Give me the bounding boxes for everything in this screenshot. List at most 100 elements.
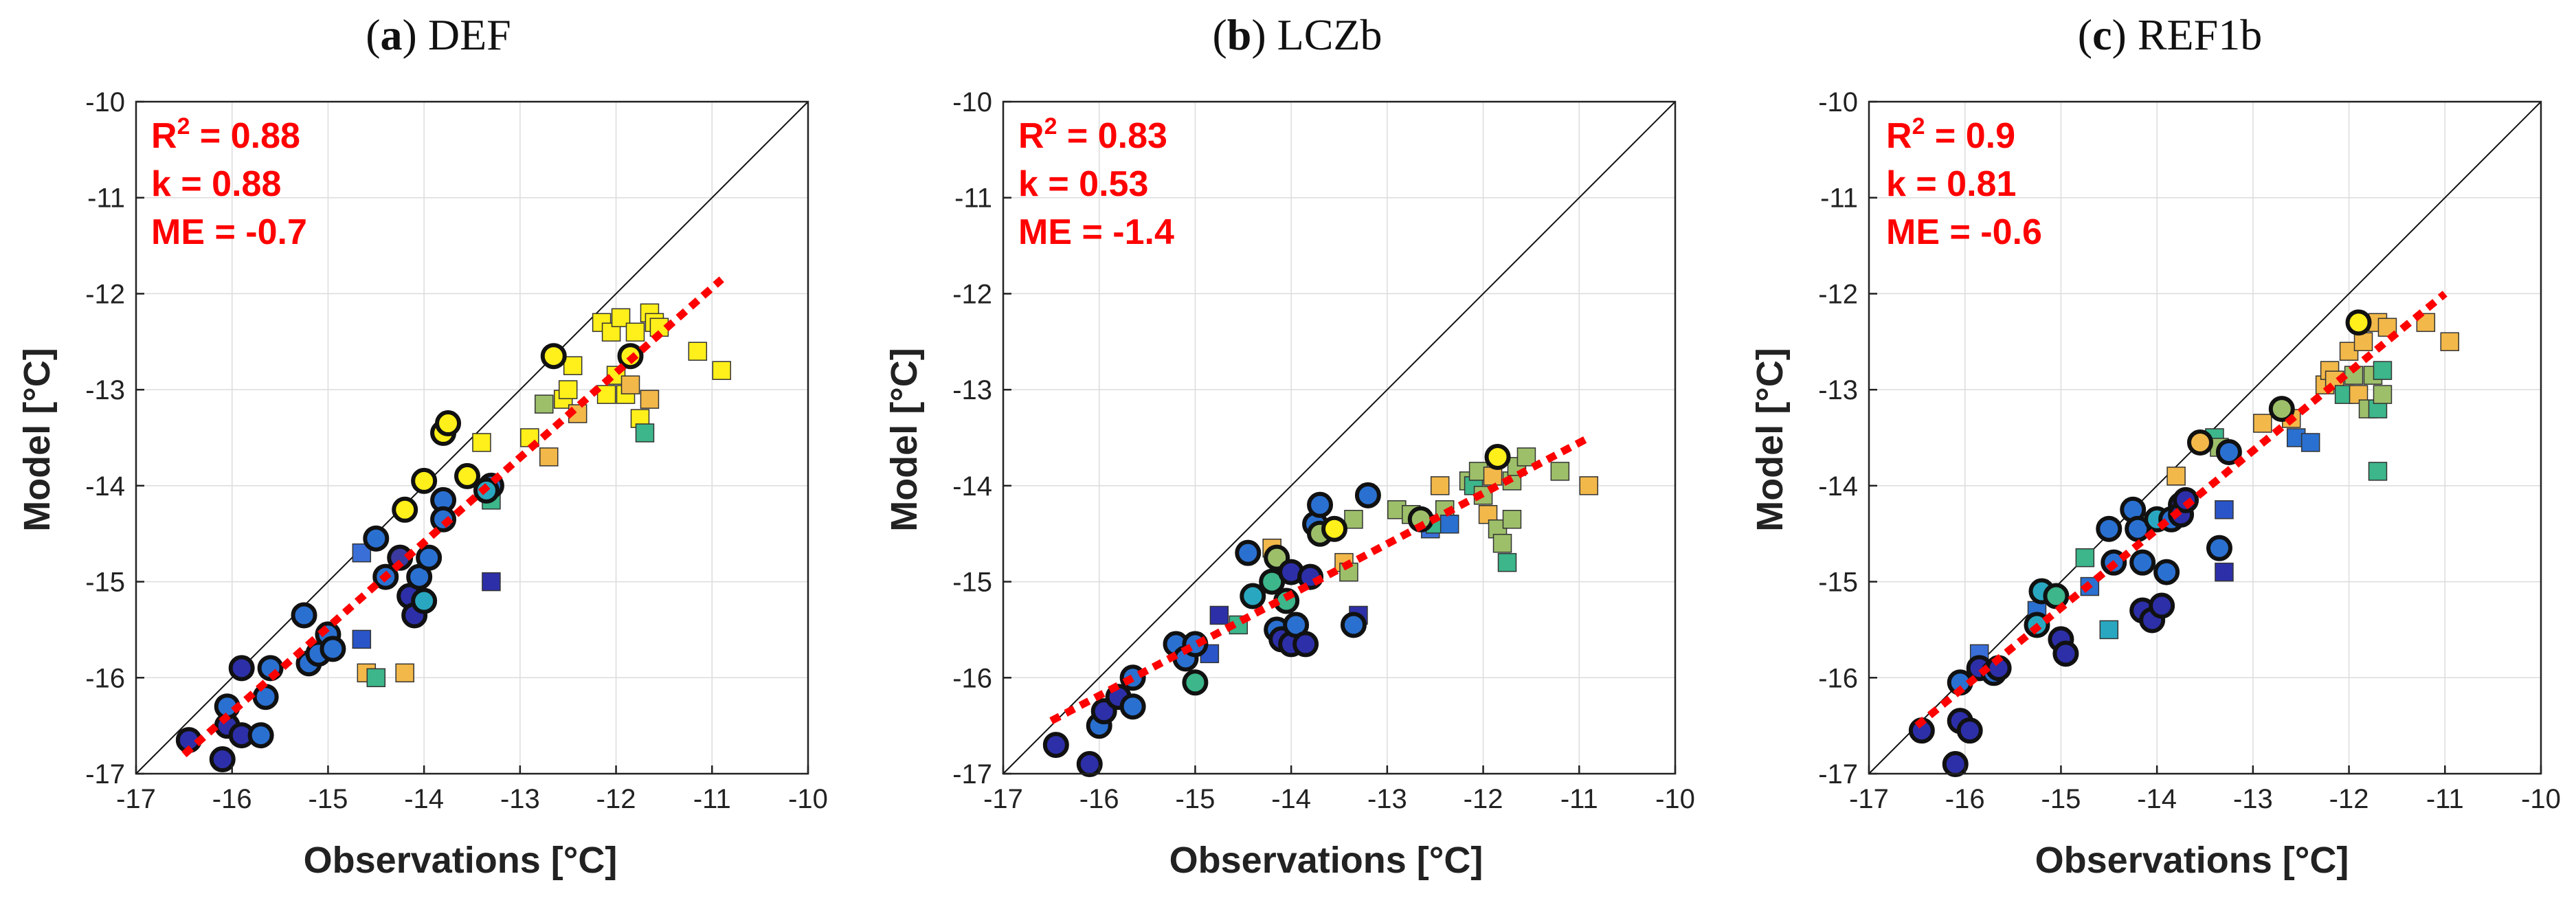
panel-a-xtick-label: -17	[116, 784, 156, 814]
panel-a-ytick-label: -14	[85, 471, 125, 502]
panel-b-square-marker	[1497, 552, 1517, 572]
panel-b-ylabel: Model [°C]	[884, 348, 925, 532]
panel-c-square-marker	[2215, 500, 2234, 519]
panel-a-square-marker	[640, 390, 660, 409]
panel-b-xtick-label: -10	[1655, 784, 1695, 814]
panel-c-square-marker	[2166, 467, 2186, 486]
panel-a-xtick-label: -10	[788, 784, 828, 814]
panel-b-xtick-label: -15	[1176, 784, 1216, 814]
panel-a-square-marker	[395, 663, 414, 683]
panel-c-ylabel: Model [°C]	[1749, 348, 1791, 532]
panel-b-ytick-label: -14	[952, 471, 992, 502]
panel-b-square-marker	[1579, 476, 1599, 495]
panel-b-title: (b) LCZb	[1212, 10, 1382, 59]
panel-a-ylabel: Model [°C]	[16, 348, 58, 532]
panel-a-xtick-label: -12	[596, 784, 636, 814]
panel-c-square-marker	[2416, 313, 2436, 333]
panel-c-grid	[1869, 102, 2541, 774]
panel-b-circle-marker	[1321, 515, 1348, 542]
panel-c-circle-marker	[2052, 640, 2079, 667]
panel-b-square-marker	[1344, 510, 1363, 529]
panel-c-square-marker	[2440, 332, 2460, 352]
panel-a-xtick-label: -16	[212, 784, 252, 814]
panel-c-circle-marker	[1942, 751, 1969, 778]
panel-c-square-marker	[2253, 414, 2272, 433]
panel-a-circle-marker	[209, 746, 236, 773]
panel-b-circle-marker	[1292, 631, 1319, 658]
panel-c-points	[1908, 309, 2460, 778]
panel-c-circle-marker	[2129, 549, 2156, 576]
panel-a-circle-marker	[252, 684, 279, 710]
panel-b-xtick-label: -11	[1560, 784, 1598, 814]
panel-c-me: ME = -0.6	[1886, 212, 2042, 252]
panel-a-square-marker	[472, 433, 491, 452]
panel-b-square-marker	[1516, 447, 1536, 467]
panel-c-xtick-label: -10	[2521, 784, 2561, 814]
panel-c-ytick-label: -15	[1818, 568, 1858, 598]
panel-a-circle-marker	[247, 722, 274, 749]
panel-a-circle-marker	[416, 544, 443, 571]
panel-b-square-marker	[1502, 510, 1522, 529]
panel-b-square-marker	[1209, 605, 1229, 625]
panel-a-square-marker	[558, 380, 578, 399]
panel-a-circle-marker	[411, 587, 438, 614]
panel-c-circle-marker	[1956, 717, 1983, 744]
panel-a-ytick-label: -13	[85, 375, 125, 405]
panel-b-circle-marker	[1182, 669, 1209, 696]
panel-c-k: k = 0.81	[1886, 164, 2016, 204]
panel-a-xtick-label: -13	[500, 784, 540, 814]
panel-c-circle-marker	[2096, 515, 2123, 542]
panel-b-ytick-label: -10	[952, 87, 992, 117]
panel-a-square-marker	[539, 447, 559, 467]
panel-c-ytick-label: -12	[1818, 279, 1858, 309]
panel-c-square-marker	[2075, 548, 2095, 568]
panel-a-square-marker	[563, 356, 583, 375]
panel-b-ytick-label: -11	[954, 183, 992, 214]
panel-b-k: k = 0.53	[1018, 164, 1148, 204]
panel-b-ytick-label: -13	[952, 375, 992, 405]
panel-c-ytick-label: -11	[1820, 183, 1858, 214]
panel-a-ytick-label: -10	[85, 87, 125, 117]
panel-c-fit-line	[1914, 291, 2448, 729]
panel-b-square-marker	[1492, 533, 1512, 553]
panel-a-title: (a) DEF	[366, 10, 511, 59]
panel-c-plot-frame	[1868, 100, 2542, 775]
panel-b-ticks: -17 -16 -15 -14 -13 -12 -11 -10 -17 -16 -15 -14 -13 -…	[952, 87, 1695, 814]
panel-b-me: ME = -1.4	[1018, 212, 1174, 252]
panel-b-circle-marker	[1340, 612, 1367, 638]
panel-c-circle-marker	[2187, 429, 2214, 456]
panel-a-fit-line	[181, 276, 724, 758]
panel-b-xtick-label: -12	[1464, 784, 1503, 814]
panel-c-xlabel: Observations [°C]	[2035, 840, 2349, 881]
panel-a-xlabel: Observations [°C]	[304, 840, 618, 881]
panel-b-square-marker	[1550, 462, 1570, 481]
panel-c-square-marker	[2368, 462, 2388, 481]
panel-c-circle-marker	[2215, 438, 2242, 465]
panel-b: (b) LCZb -17 -16 -15 -14 -13 -12 -11 -10-17-16-…	[884, 10, 1695, 881]
panel-b-circle-marker	[1042, 732, 1069, 759]
panel-c-title: (c) REF1b	[2078, 10, 2262, 59]
panel-c-square-marker	[2099, 620, 2119, 640]
panel-a-me: ME = -0.7	[151, 212, 307, 252]
panel-c-circle-marker	[2268, 396, 2295, 423]
panel-b-circle-marker	[1119, 693, 1146, 720]
panel-b-xtick-label: -13	[1367, 784, 1407, 814]
panel-a-k: k = 0.88	[151, 164, 281, 204]
panel-a-square-marker	[352, 629, 372, 649]
panel-b-circle-marker	[1240, 583, 1266, 609]
panel-a-circle-marker	[411, 467, 438, 494]
panel-c-xtick-label: -13	[2233, 784, 2273, 814]
panel-a-xtick-label: -14	[404, 784, 444, 814]
panel-b-ytick-label: -12	[952, 279, 992, 309]
panel-b-ytick-label: -17	[952, 759, 992, 790]
panel-a-circle-marker	[454, 462, 481, 489]
panel-a-square-marker	[635, 423, 655, 443]
panel-a-ticks: -17 -16 -15 -14 -13 -12 -11 -10 -17 -16 -15 -14 -13 -…	[85, 87, 828, 814]
panel-a-ytick-label: -15	[85, 568, 125, 598]
panel-b-xtick-label: -17	[983, 784, 1023, 814]
panel-c-ytick-label: -10	[1818, 87, 1858, 117]
panel-a-ytick-label: -16	[85, 663, 125, 693]
panel-c-ytick-label: -16	[1818, 663, 1858, 693]
panel-a-ytick-label: -17	[85, 759, 125, 790]
